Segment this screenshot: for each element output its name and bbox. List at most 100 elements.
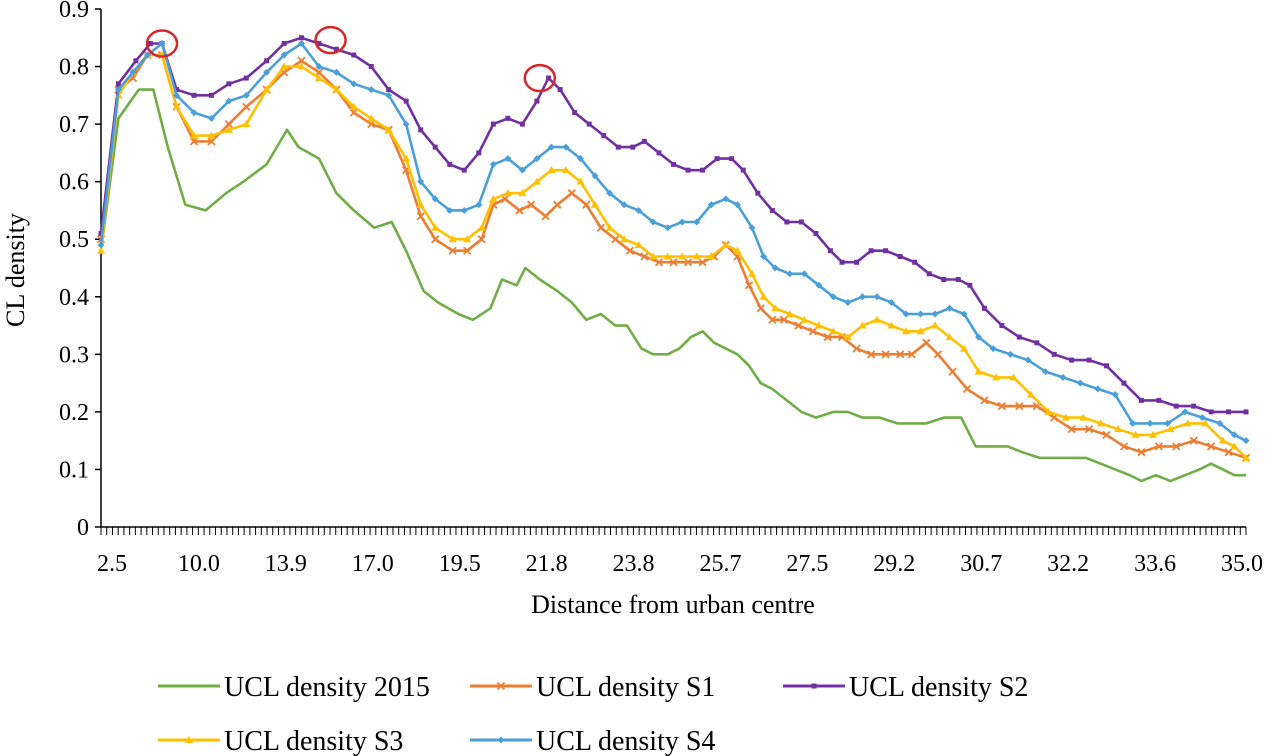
data-point: [683, 258, 693, 267]
data-point: [497, 736, 505, 744]
data-point: [350, 80, 358, 88]
data-point: [1121, 380, 1127, 386]
legend-item: UCL density S2: [783, 672, 1028, 703]
data-point: [649, 218, 657, 226]
data-point: [489, 160, 497, 168]
series-line: [99, 42, 1247, 442]
data-point: [634, 240, 643, 248]
x-tick-label: 30.7: [960, 551, 1002, 577]
series-line: [99, 53, 1247, 459]
data-point: [926, 271, 932, 277]
data-point: [533, 155, 541, 163]
x-tick-label: 2.5: [97, 551, 127, 577]
data-point: [1166, 425, 1175, 433]
data-point: [813, 230, 819, 236]
data-point: [962, 384, 972, 394]
data-point: [97, 246, 105, 254]
data-point: [576, 177, 585, 185]
data-point: [582, 200, 591, 209]
data-point: [1084, 425, 1094, 434]
data-point: [815, 281, 823, 289]
data-point: [811, 683, 817, 689]
data-point: [748, 224, 756, 232]
data-point: [933, 350, 943, 359]
data-point: [1149, 430, 1158, 438]
y-axis-title: CL density: [1, 213, 30, 327]
data-point: [786, 270, 794, 278]
data-point: [1111, 391, 1119, 399]
data-point: [553, 200, 562, 209]
data-point: [402, 154, 411, 162]
data-point: [431, 235, 440, 244]
data-point: [640, 252, 649, 261]
data-point: [207, 114, 215, 122]
data-point: [562, 143, 570, 151]
data-point: [224, 125, 233, 133]
y-tick-label: 0.7: [59, 112, 89, 138]
data-point: [1114, 425, 1123, 433]
data-point: [1094, 385, 1102, 393]
data-point: [664, 224, 672, 232]
series-layer: [96, 35, 1251, 483]
data-point: [946, 304, 954, 312]
data-point: [367, 86, 375, 94]
data-point: [960, 310, 968, 318]
x-tick-label: 29.2: [873, 551, 915, 577]
legend-label: UCL density S2: [849, 672, 1028, 703]
data-point: [448, 246, 457, 255]
data-point: [852, 344, 861, 353]
x-tick-label: 35.0: [1221, 551, 1263, 577]
data-point: [477, 223, 486, 231]
data-point: [1102, 430, 1111, 440]
data-point: [945, 333, 954, 341]
peak-highlights: [145, 25, 557, 93]
series-line: [99, 88, 1246, 483]
data-point: [351, 52, 357, 58]
data-point: [242, 102, 251, 111]
data-point: [189, 131, 198, 139]
data-point: [1189, 436, 1198, 445]
data-point: [174, 87, 180, 93]
peak-highlight-circle: [145, 29, 179, 58]
data-point: [771, 264, 779, 272]
data-point: [912, 259, 918, 265]
data-point: [1059, 373, 1067, 381]
data-point: [172, 102, 181, 110]
data-point: [671, 161, 676, 167]
legend-item: UCL density 2015: [158, 672, 430, 703]
data-point: [281, 41, 287, 47]
data-point: [656, 150, 662, 156]
data-point: [941, 277, 947, 283]
data-point: [733, 201, 741, 209]
series-line: [99, 53, 1247, 460]
data-point: [262, 85, 271, 93]
x-tick-label: 33.6: [1134, 551, 1176, 577]
data-point: [207, 131, 216, 139]
data-point: [858, 321, 867, 329]
legend-label: UCL density S1: [536, 672, 715, 703]
data-point: [1191, 403, 1197, 409]
data-point: [615, 144, 621, 150]
data-point: [1208, 409, 1214, 415]
data-point: [417, 178, 425, 186]
data-point: [827, 248, 833, 254]
data-point: [669, 258, 678, 267]
data-point: [547, 166, 556, 174]
data-point: [747, 269, 756, 277]
data-point: [798, 219, 804, 225]
data-point: [1026, 390, 1035, 398]
data-point: [546, 75, 552, 81]
data-point: [496, 681, 506, 691]
data-point: [264, 58, 270, 64]
data-point: [190, 109, 198, 117]
data-point: [759, 292, 768, 300]
data-point: [768, 315, 777, 324]
data-point: [692, 252, 701, 260]
data-point: [897, 253, 903, 259]
data-point: [866, 350, 876, 359]
data-point: [547, 143, 555, 151]
data-point: [403, 98, 409, 104]
data-point: [1104, 363, 1110, 369]
data-point: [1096, 419, 1105, 427]
data-point: [242, 120, 251, 128]
